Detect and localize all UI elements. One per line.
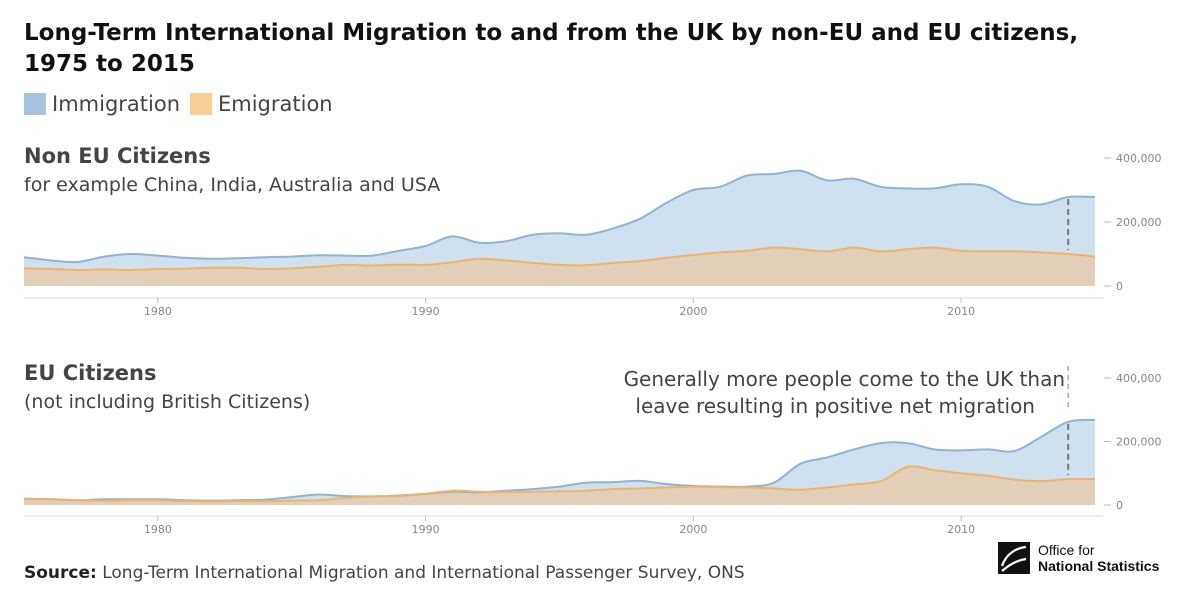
eu-xtick-label: 1990: [412, 523, 440, 536]
legend-immigration-label: Immigration: [52, 92, 180, 116]
eu-ytick-label: 0: [1116, 499, 1123, 512]
eu-ytick-label: 400,000: [1116, 372, 1162, 385]
eu-emigration-line: [23, 465, 1096, 503]
legend: Immigration Emigration: [24, 92, 343, 116]
source-text: Long-Term International Migration and In…: [96, 563, 745, 583]
non-eu-immigration-line: [23, 169, 1096, 264]
non-eu-emigration-line: [23, 246, 1096, 272]
annotation-line1: Generally more people come to the UK tha…: [624, 367, 1065, 391]
ons-logo-line2: National Statistics: [1038, 558, 1160, 574]
legend-immigration-swatch: [24, 93, 46, 115]
non-eu-xtick-label: 2000: [679, 305, 707, 318]
chart-title-line2: 1975 to 2015: [24, 51, 195, 77]
chart-title-line1: Long-Term International Migration to and…: [24, 20, 1079, 46]
ons-logo: Office for National Statistics: [998, 542, 1159, 574]
panel-title-non-eu: Non EU Citizens: [24, 144, 211, 168]
non-eu-ytick-label: 0: [1116, 280, 1123, 293]
eu-xtick-label: 1980: [144, 523, 172, 536]
eu-xtick-label: 2000: [679, 523, 707, 536]
ons-logo-line1: Office for: [1038, 542, 1095, 558]
legend-emigration-label: Emigration: [218, 92, 333, 116]
non-eu-xtick-label: 1980: [144, 305, 172, 318]
legend-immigration: Immigration: [24, 92, 180, 116]
source-label: Source:: [24, 563, 97, 583]
non-eu-xtick-label: 1990: [412, 305, 440, 318]
non-eu-ytick-label: 400,000: [1116, 152, 1162, 165]
non-eu-ytick-label: 200,000: [1116, 216, 1162, 229]
eu-immigration-area: [24, 419, 1095, 505]
panel-title-eu: EU Citizens: [24, 361, 157, 385]
ons-logo-icon: [998, 542, 1030, 574]
eu-emigration-area: [24, 466, 1095, 505]
panel-subtitle-eu: (not including British Citizens): [24, 391, 311, 413]
annotation-line2: leave resulting in positive net migratio…: [635, 394, 1035, 418]
legend-emigration: Emigration: [190, 92, 333, 116]
eu-ytick-label: 200,000: [1116, 436, 1162, 449]
eu-xtick-label: 2010: [947, 523, 975, 536]
panel-subtitle-non-eu: for example China, India, Australia and …: [24, 174, 441, 196]
source-note: Source: Long-Term International Migratio…: [24, 563, 745, 583]
non-eu-xtick-label: 2010: [947, 305, 975, 318]
non-eu-emigration-area: [24, 247, 1095, 286]
legend-emigration-swatch: [190, 93, 212, 115]
chart-title: Long-Term International Migration to and…: [24, 18, 1124, 80]
